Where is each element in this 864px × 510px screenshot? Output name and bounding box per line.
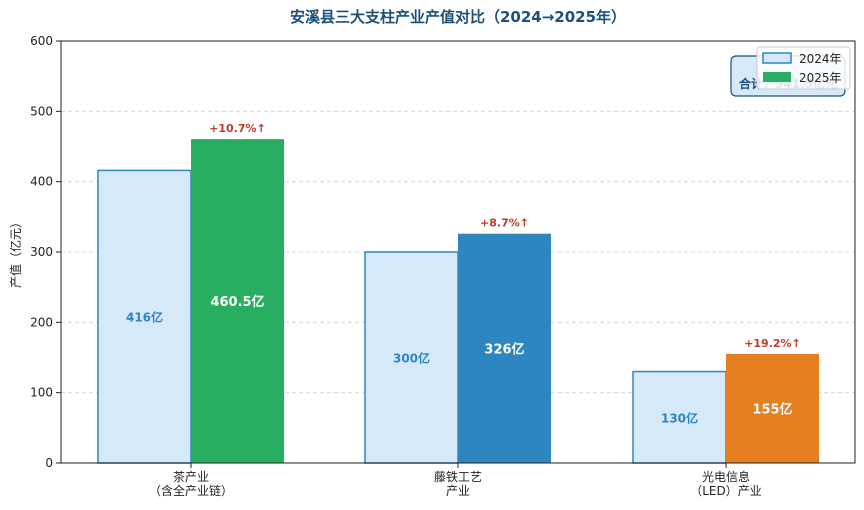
growth-label: +19.2%↑ <box>744 337 801 350</box>
bar-label-2025: 155亿 <box>752 401 792 417</box>
y-tick-label: 0 <box>45 456 53 470</box>
bar-label-2024: 300亿 <box>393 351 430 366</box>
bar-2025 <box>191 139 284 464</box>
y-tick-label: 300 <box>30 245 53 259</box>
bar-label-2025: 326亿 <box>484 341 524 357</box>
bars: 416亿 460.5亿 +10.7%↑ 300亿 326亿 +8.7%↑ 130亿 155亿 +… <box>97 122 819 464</box>
legend-swatch-2024 <box>762 52 792 64</box>
category-label: 茶产业 <box>173 469 209 484</box>
bar-2025 <box>726 353 819 463</box>
y-tick-label: 500 <box>30 104 53 118</box>
y-ticks: 0 100 200 300 400 500 600 <box>30 34 61 470</box>
chart-title: 安溪县三大支柱产业产值对比（2024→2025年） <box>290 8 626 26</box>
growth-label: +10.7%↑ <box>209 122 266 135</box>
y-axis-label: 产值（亿元） <box>8 216 23 288</box>
legend: 2024年 2025年 <box>756 46 851 90</box>
y-tick-label: 200 <box>30 315 53 329</box>
y-tick-label: 400 <box>30 175 53 189</box>
category-label: 藤铁工艺 <box>434 470 482 484</box>
bar-2025 <box>458 233 551 463</box>
bar-2024 <box>632 370 727 464</box>
category-label: （LED）产业 <box>690 484 762 498</box>
y-tick-label: 100 <box>30 386 53 400</box>
legend-label-2025: 2025年 <box>799 71 842 85</box>
growth-label: +8.7%↑ <box>480 217 529 230</box>
category-label: 产业 <box>446 484 470 498</box>
category-label: （含全产业链） <box>149 483 233 498</box>
bar-label-2024: 416亿 <box>126 310 163 325</box>
bar-label-2024: 130亿 <box>661 410 698 425</box>
legend-swatch-2025 <box>763 72 791 82</box>
y-tick-label: 600 <box>30 34 53 48</box>
bar-label-2025: 460.5亿 <box>210 294 264 310</box>
category-label: 光电信息 <box>702 469 750 484</box>
legend-label-2024: 2024年 <box>799 52 842 66</box>
